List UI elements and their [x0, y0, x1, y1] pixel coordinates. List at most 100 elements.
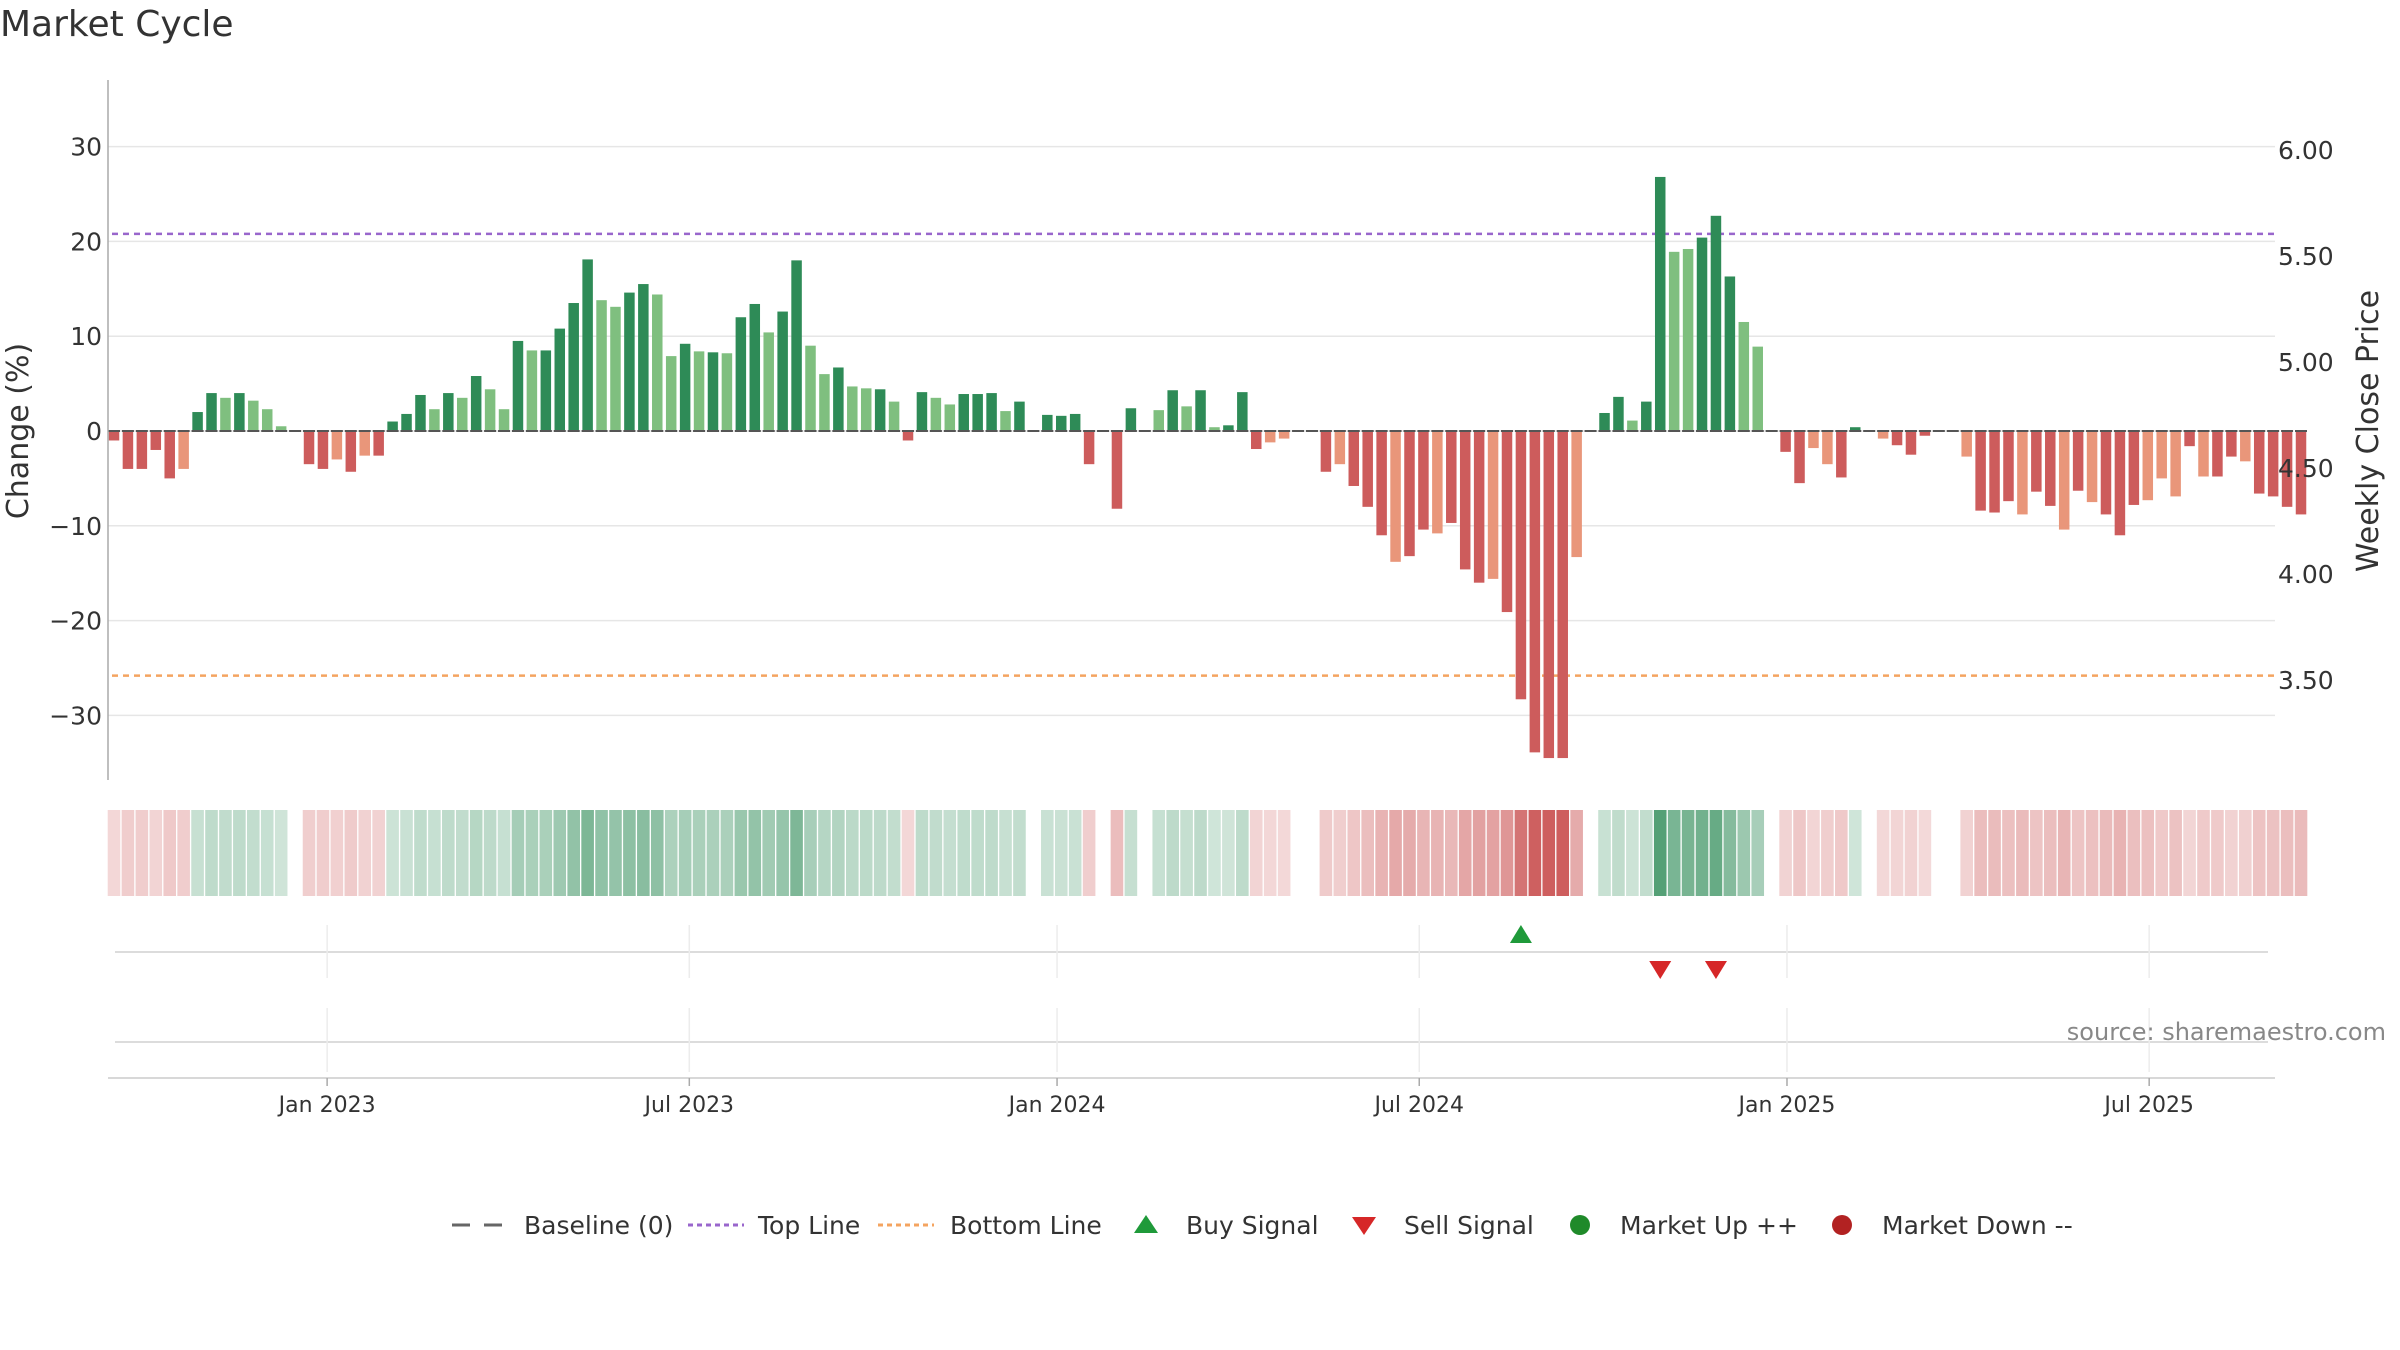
heat-cell — [2266, 810, 2280, 896]
heat-cell — [1667, 810, 1681, 896]
heat-strip — [107, 810, 2308, 896]
bar — [1682, 248, 1694, 431]
y2-axis-label: Weekly Close Price — [2351, 290, 2386, 572]
heat-cell — [1863, 810, 1876, 896]
heat-cell — [400, 810, 413, 896]
bar — [805, 345, 816, 431]
bar — [1891, 431, 1903, 446]
bar — [902, 431, 914, 441]
bar-series — [108, 176, 2308, 759]
bar — [610, 306, 621, 431]
heat-cell — [692, 810, 706, 896]
heat-cell — [1180, 810, 1193, 896]
y2-tick-label: 4.00 — [2278, 560, 2334, 589]
heat-cell — [233, 810, 246, 896]
bar — [1543, 431, 1555, 759]
bar — [665, 356, 677, 431]
heat-cell — [1807, 810, 1820, 896]
bar — [317, 431, 329, 469]
bar — [1557, 431, 1568, 759]
heat-cell — [1263, 810, 1277, 896]
legend-item-market-down: Market Down -- — [1832, 1211, 2073, 1240]
bar — [484, 389, 496, 431]
legend-label: Market Down -- — [1882, 1211, 2073, 1240]
bar — [122, 431, 134, 469]
heat-cell — [1166, 810, 1179, 896]
heat-cell — [1417, 810, 1430, 896]
heat-cell — [1139, 810, 1152, 896]
bar — [2100, 431, 2112, 515]
bar — [1989, 431, 2000, 513]
heat-cell — [1681, 810, 1695, 896]
heat-cell — [1918, 810, 1932, 896]
market-panel — [115, 1008, 2268, 1072]
bar — [777, 311, 788, 431]
bar — [1000, 411, 1011, 431]
bar — [1390, 431, 1401, 562]
heat-cell — [1041, 810, 1054, 896]
heat-cell — [1946, 810, 1959, 896]
bar — [1209, 427, 1220, 431]
heat-cell — [623, 810, 636, 896]
heat-cell — [1236, 810, 1249, 896]
bar — [1404, 431, 1415, 557]
heat-cell — [1793, 810, 1806, 896]
legend-item-sell-signal: Sell Signal — [1352, 1211, 1534, 1240]
bar — [1014, 401, 1025, 431]
heat-cell — [1027, 810, 1040, 896]
heat-cell — [511, 810, 525, 896]
bar — [749, 303, 761, 431]
heat-cell — [2155, 810, 2169, 896]
heat-cell — [1054, 810, 1068, 896]
legend-label: Bottom Line — [950, 1211, 1102, 1240]
heat-cell — [1389, 810, 1402, 896]
bar — [1822, 431, 1833, 465]
bar — [2156, 431, 2167, 479]
heat-cell — [247, 810, 260, 896]
heat-cell — [1347, 810, 1361, 896]
heat-cell — [1835, 810, 1848, 896]
heat-cell — [1292, 810, 1305, 896]
heat-cell — [650, 810, 664, 896]
bar — [1083, 431, 1095, 465]
heat-cell — [163, 810, 177, 896]
heat-cell — [1208, 810, 1221, 896]
heat-cell — [2030, 810, 2043, 896]
bar — [1153, 410, 1164, 431]
heat-cell — [525, 810, 539, 896]
bar — [2226, 431, 2237, 457]
bar — [1613, 396, 1624, 431]
bar — [150, 431, 162, 450]
bar — [498, 409, 510, 431]
bar — [2058, 431, 2070, 530]
heat-cell — [2071, 810, 2085, 896]
x-tick-label: Jul 2024 — [1372, 1093, 1464, 1118]
bar — [1668, 251, 1680, 431]
bar — [164, 431, 175, 479]
heat-cell — [1319, 810, 1333, 896]
heat-cell — [957, 810, 971, 896]
heat-cell — [2169, 810, 2182, 896]
bar — [554, 328, 566, 431]
heat-cell — [1152, 810, 1166, 896]
heat-cell — [107, 810, 121, 896]
heat-cell — [1124, 810, 1138, 896]
legend-item-market-up: Market Up ++ — [1570, 1211, 1798, 1240]
bar — [916, 392, 928, 431]
bar — [1836, 431, 1847, 478]
bar — [2184, 431, 2195, 447]
bar — [2253, 431, 2265, 494]
heat-cell — [943, 810, 957, 896]
heat-cell — [372, 810, 385, 896]
heat-cell — [1542, 810, 1556, 896]
legend-label: Top Line — [757, 1211, 860, 1240]
bar — [526, 350, 538, 431]
y2-tick-label: 6.00 — [2278, 136, 2334, 165]
heat-cell — [344, 810, 358, 896]
bar — [1571, 431, 1582, 558]
bar — [178, 431, 189, 469]
heat-cell — [1403, 810, 1416, 896]
bar — [819, 374, 830, 431]
legend-label: Buy Signal — [1186, 1211, 1319, 1240]
bar — [874, 389, 886, 431]
